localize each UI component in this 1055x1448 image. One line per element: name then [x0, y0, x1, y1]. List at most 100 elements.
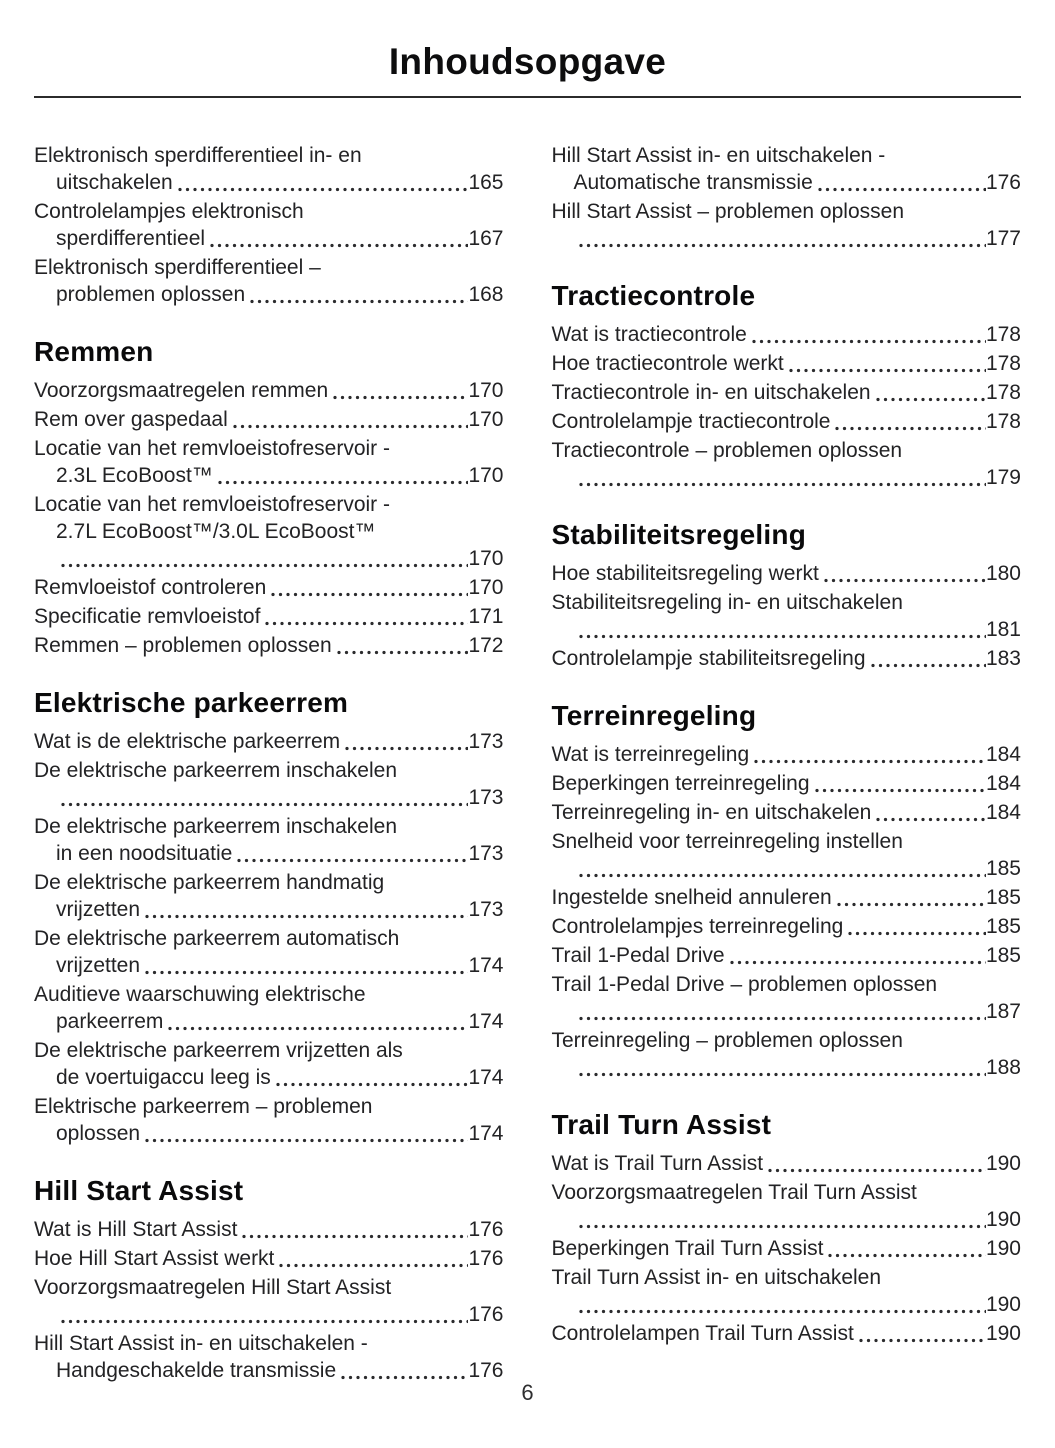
toc-entry: Specificatie remvloeistof 171: [34, 603, 504, 630]
toc-page-number: 176: [468, 1303, 504, 1326]
toc-entry-text: Tractiecontrole in- en uitschakelen: [551, 381, 871, 404]
dot-leader: [61, 1319, 469, 1324]
toc-entry: Voorzorgsmaatregelen Hill Start Assist 17…: [34, 1274, 504, 1328]
dot-leader: [578, 634, 986, 639]
dot-leader: [279, 1263, 469, 1268]
section-header: Stabiliteitsregeling: [551, 519, 806, 550]
toc-page-number: 176: [468, 1359, 504, 1382]
toc-entry-text: sperdifferentieel: [56, 227, 206, 250]
toc-page-number: 190: [985, 1237, 1021, 1260]
dot-leader: [817, 187, 986, 192]
dot-leader: [210, 243, 469, 248]
toc-entry-text: Locatie van het remvloeistofreservoir -: [34, 493, 390, 516]
dot-leader: [858, 1338, 986, 1343]
section-header: Terreinregeling: [551, 700, 757, 731]
toc-entry-text: 2.7L EcoBoost™/3.0L EcoBoost™: [56, 520, 376, 543]
toc-entry-text: parkeerrem: [56, 1010, 164, 1033]
toc-page-number: 184: [985, 772, 1021, 795]
toc-entry: Hill Start Assist – problemen oplossen 17…: [552, 198, 1022, 252]
dot-leader: [336, 650, 469, 655]
toc-entry-leader-line: sperdifferentieel 167: [56, 225, 504, 252]
toc-entry-leader-line: oplossen 174: [56, 1120, 504, 1147]
toc-entry: Controlelampen Trail Turn Assist 190: [552, 1320, 1022, 1347]
toc-entry-text: Auditieve waarschuwing elektrische: [34, 983, 366, 1006]
dot-leader: [578, 1016, 986, 1021]
toc-entry: Trail Turn Assist in- en uitschakelen 190: [552, 1264, 1022, 1318]
section-header: Hill Start Assist: [34, 1175, 244, 1206]
toc-entry-text: Remmen – problemen oplossen: [34, 634, 332, 657]
toc-entry-leader-line: Hoe Hill Start Assist werkt 176: [34, 1245, 504, 1272]
toc-entry-text: 2.3L EcoBoost™: [56, 464, 213, 487]
toc-entry: Voorzorgsmaatregelen remmen 170: [34, 377, 504, 404]
toc-entry-leader-line: Wat is tractiecontrole 178: [552, 321, 1022, 348]
toc-entry-leader-line: 190: [574, 1291, 1021, 1318]
toc-entry: Locatie van het remvloeistofreservoir -2…: [34, 435, 504, 489]
toc-page-number: 170: [468, 576, 504, 599]
toc-page-number: 190: [985, 1293, 1021, 1316]
toc-page-number: 188: [985, 1056, 1021, 1079]
toc-page-number: 190: [985, 1322, 1021, 1345]
toc-entry: Controlelampje tractiecontrole 178: [552, 408, 1022, 435]
toc-entry-leader-line: Hoe tractiecontrole werkt 178: [552, 350, 1022, 377]
toc-entry-text: Controlelampen Trail Turn Assist: [551, 1322, 854, 1345]
toc-entry: Hoe stabiliteitsregeling werkt 180: [552, 560, 1022, 587]
toc-entry: De elektrische parkeerrem automatisch vri…: [34, 925, 504, 979]
toc-entry-text: Stabiliteitsregeling in- en uitschakelen: [551, 591, 903, 614]
toc-entry-text: Voorzorgsmaatregelen remmen: [34, 379, 329, 402]
toc-entry: De elektrische parkeerrem vrijzetten als…: [34, 1037, 504, 1091]
dot-leader: [333, 395, 469, 400]
toc-entry: Wat is Hill Start Assist 176: [34, 1216, 504, 1243]
toc-entry-leader-line: de voertuigaccu leeg is 174: [56, 1064, 504, 1091]
toc-entry-text: vrijzetten: [56, 954, 141, 977]
dot-leader: [265, 621, 469, 626]
toc-entry: Elektronisch sperdifferentieel in- en uit…: [34, 142, 504, 196]
toc-entry: Rem over gaspedaal 170: [34, 406, 504, 433]
toc-entry-leader-line: 170: [56, 545, 504, 572]
toc-entry-text: Hill Start Assist – problemen oplossen: [551, 200, 905, 223]
toc-entry-text: De elektrische parkeerrem handmatig: [34, 871, 385, 894]
toc-entry-leader-line: problemen oplossen 168: [56, 281, 504, 308]
toc-entry-leader-line: Automatische transmissie 176: [574, 169, 1022, 196]
toc-entry-leader-line: in een noodsituatie 173: [56, 840, 504, 867]
toc-entry-leader-line: Ingestelde snelheid annuleren 185: [552, 884, 1022, 911]
toc-entry-text: Trail 1-Pedal Drive – problemen oplossen: [551, 973, 938, 996]
toc-entry-leader-line: Remvloeistof controleren 170: [34, 574, 504, 601]
toc-page-number: 178: [985, 323, 1021, 346]
toc-page-number: 173: [468, 730, 504, 753]
dot-leader: [578, 243, 986, 248]
toc-page-number: 176: [468, 1218, 504, 1241]
toc-entry: Wat is de elektrische parkeerrem 173: [34, 728, 504, 755]
toc-entry: Trail 1-Pedal Drive – problemen oplossen…: [552, 971, 1022, 1025]
toc-entry: Hoe Hill Start Assist werkt 176: [34, 1245, 504, 1272]
toc-entry: Remmen – problemen oplossen 172: [34, 632, 504, 659]
toc-page-number: 173: [468, 786, 504, 809]
toc-entry: Terreinregeling in- en uitschakelen 184: [552, 799, 1022, 826]
toc-entry: Hill Start Assist in- en uitschakelen -H…: [34, 1330, 504, 1384]
dot-leader: [145, 1138, 469, 1143]
dot-leader: [217, 480, 469, 485]
dot-leader: [578, 1224, 986, 1229]
toc-page-number: 174: [468, 1010, 504, 1033]
toc-entry-text: Beperkingen Trail Turn Assist: [551, 1237, 824, 1260]
toc-entry-leader-line: 177: [574, 225, 1021, 252]
toc-entry-leader-line: 190: [574, 1206, 1021, 1233]
toc-entry: De elektrische parkeerrem inschakelen in …: [34, 813, 504, 867]
dot-leader: [271, 592, 469, 597]
toc-entry: Stabiliteitsregeling in- en uitschakelen…: [552, 589, 1022, 643]
toc-entry: Ingestelde snelheid annuleren 185: [552, 884, 1022, 911]
toc-entry-leader-line: Controlelampen Trail Turn Assist 190: [552, 1320, 1022, 1347]
dot-leader: [578, 482, 986, 487]
toc-entry-leader-line: Tractiecontrole in- en uitschakelen 178: [552, 379, 1022, 406]
dot-leader: [145, 970, 469, 975]
toc-entry-leader-line: parkeerrem 174: [56, 1008, 504, 1035]
toc-entry-text: vrijzetten: [56, 898, 141, 921]
toc-entry-text: Hoe stabiliteitsregeling werkt: [551, 562, 819, 585]
toc-entry-text: Wat is Trail Turn Assist: [551, 1152, 764, 1175]
toc-entry-leader-line: Controlelampje tractiecontrole 178: [552, 408, 1022, 435]
toc-entry: De elektrische parkeerrem handmatig vrijz…: [34, 869, 504, 923]
section-header: Remmen: [34, 336, 154, 367]
toc-page-number: 170: [468, 547, 504, 570]
dot-leader: [250, 299, 469, 304]
toc-entry-text: Hoe tractiecontrole werkt: [551, 352, 784, 375]
